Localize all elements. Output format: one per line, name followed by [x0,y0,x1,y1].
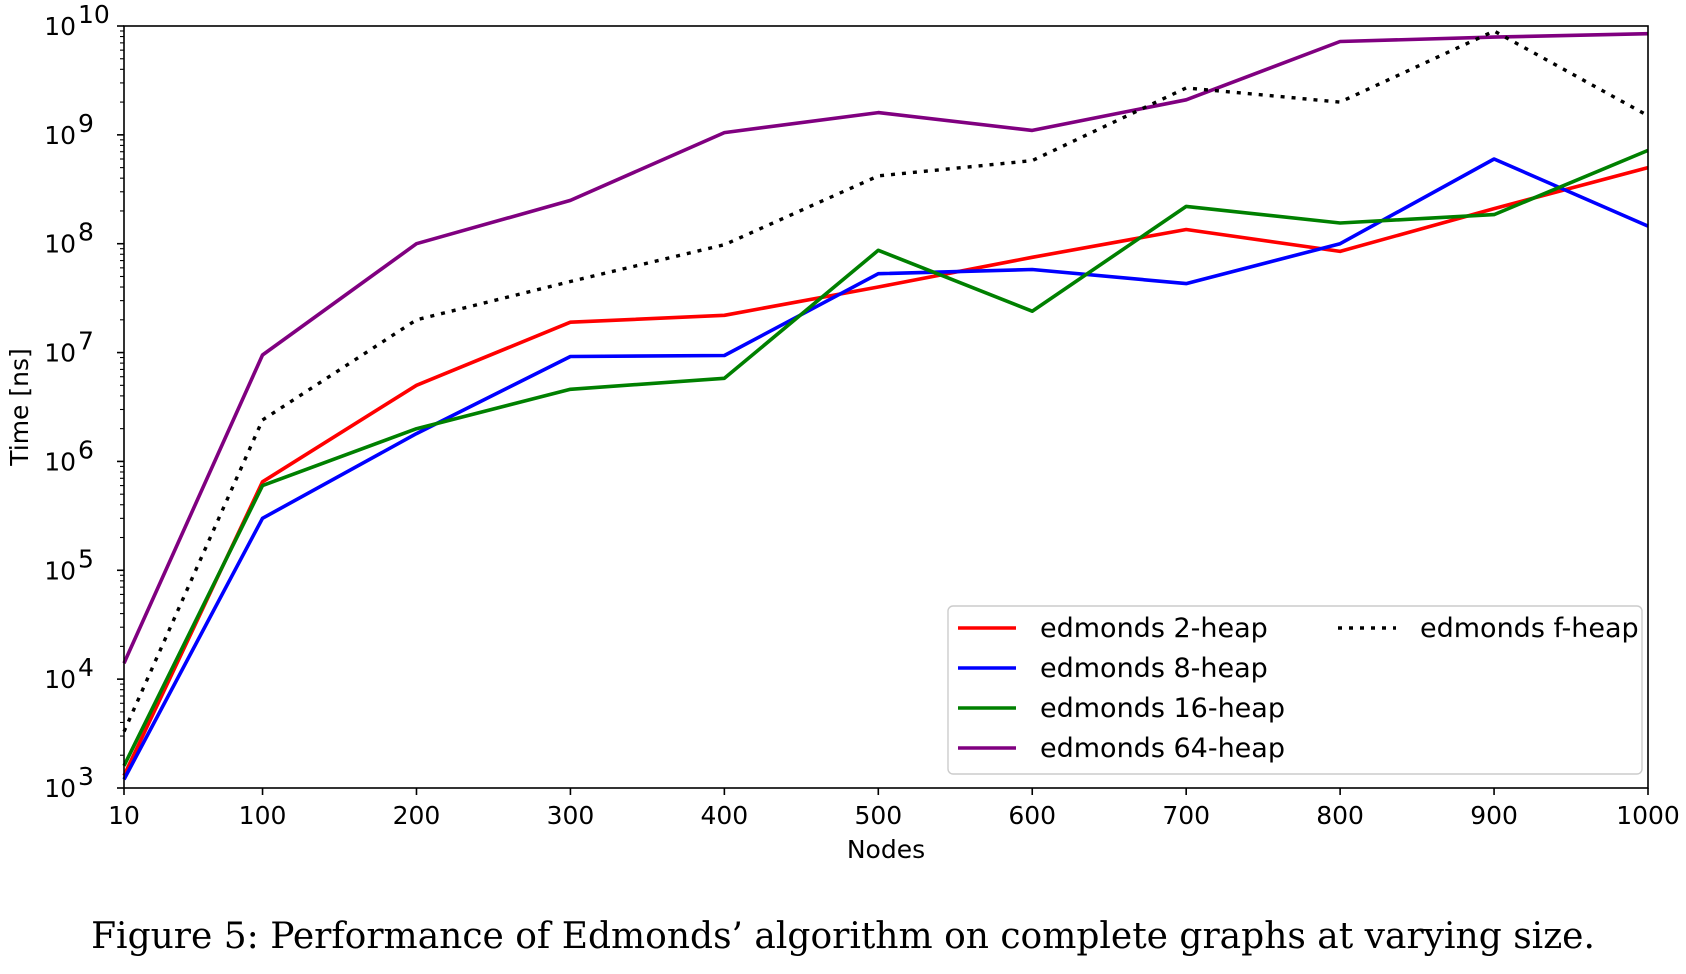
legend-label: edmonds 64-heap [1040,733,1285,764]
y-tick-label: 10 [44,339,76,368]
y-tick-label: 10 [44,556,76,585]
y-tick-label: 10 [44,774,76,803]
y-tick-exponent: 3 [78,762,94,791]
x-tick-label: 1000 [1616,801,1680,830]
y-tick-exponent: 9 [78,109,94,138]
x-axis: 10 100 200 300 400 500 600 700 800 900 1000 [108,788,1680,830]
x-tick-label: 700 [1162,801,1210,830]
y-tick-label: 10 [44,447,76,476]
x-tick-label: 300 [547,801,595,830]
y-tick-exponent: 7 [78,327,94,356]
x-tick-label: 900 [1470,801,1518,830]
y-tick-label: 10 [44,121,76,150]
y-tick-label: 10 [44,230,76,259]
y-tick-label: 10 [44,665,76,694]
y-tick-exponent: 5 [78,544,94,573]
x-tick-label: 800 [1316,801,1364,830]
series-line-1 [122,157,1649,781]
figure-caption: Figure 5: Performance of Edmonds’ algori… [91,916,1595,957]
y-tick-exponent: 10 [78,0,110,29]
legend-label: edmonds f-heap [1420,613,1639,644]
y-tick-label: 10 [44,12,76,41]
legend: edmonds 2-heap edmonds 8-heap edmonds 16-h… [947,605,1643,775]
series-line-3 [122,31,1649,664]
legend-box [947,605,1643,775]
legend-label: edmonds 8-heap [1040,653,1268,684]
y-tick-exponent: 4 [78,653,94,682]
x-tick-label: 200 [393,801,441,830]
x-tick-label: 600 [1008,801,1056,830]
series-line-2 [122,148,1649,767]
y-axis-label: Time [ns] [5,348,34,467]
legend-label: edmonds 16-heap [1040,693,1285,724]
legend-label: edmonds 2-heap [1040,613,1268,644]
x-tick-label: 100 [239,801,287,830]
x-axis-label: Nodes [847,835,925,864]
x-tick-label: 10 [108,801,140,830]
y-tick-exponent: 6 [78,435,94,464]
y-tick-exponent: 8 [78,218,94,247]
plot-frame [123,25,1649,789]
x-tick-label: 500 [854,801,902,830]
x-tick-label: 400 [701,801,749,830]
series-layer [122,29,1649,781]
series-line-4 [122,29,1649,733]
series-line-0 [122,165,1649,777]
